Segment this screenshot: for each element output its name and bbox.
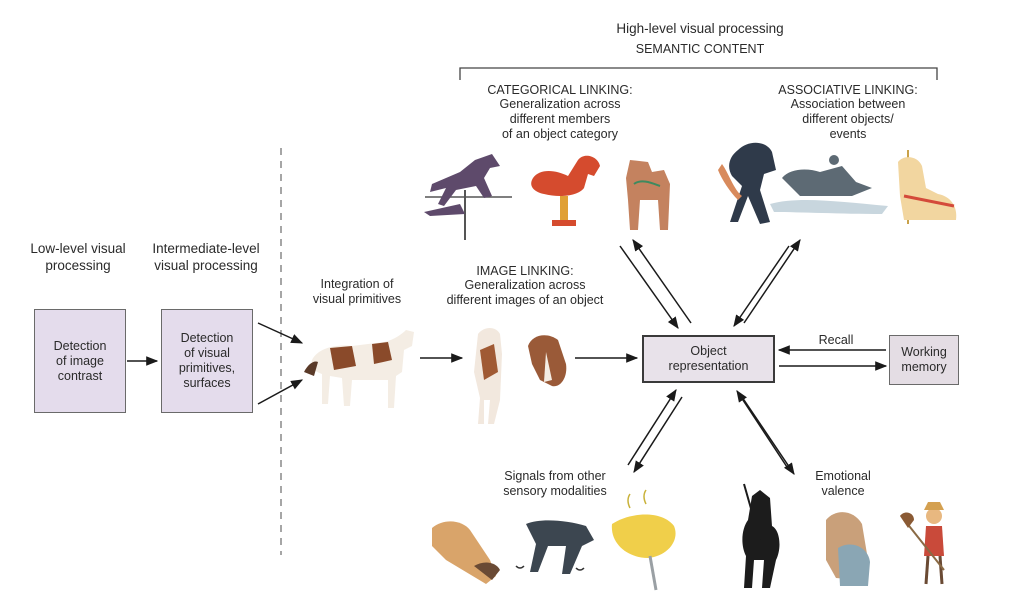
emotional-label: Emotional valence — [815, 469, 871, 498]
hay-fork-icon — [611, 489, 676, 591]
girl-hugging-horse-icon — [826, 512, 870, 586]
low-level-label: Low-level visual processing — [30, 241, 126, 273]
associative-linking-title: ASSOCIATIVE LINKING: — [778, 83, 918, 97]
image-linking-title: IMAGE LINKING: — [476, 264, 574, 278]
carousel-horse-icon — [898, 150, 957, 224]
knight-silhouette-icon — [742, 483, 780, 588]
integration-label: Integration of visual primitives — [312, 277, 402, 306]
categorical-linking-title: CATEGORICAL LINKING: — [487, 83, 633, 97]
arrow-object-to-emotional — [741, 396, 795, 475]
spring-rocking-horse-icon — [531, 155, 600, 226]
recall-label: Recall — [818, 333, 854, 347]
working-memory-box: Working memory — [889, 335, 959, 385]
intermediate-level-label: Intermediate-level visual processing — [152, 241, 260, 273]
horse-weathervane-icon — [424, 154, 512, 240]
arrow-emotional-to-object — [736, 389, 788, 468]
signals-label: Signals from other sensory modalities — [503, 469, 607, 498]
dala-horse-icon — [626, 160, 670, 230]
arrow-signals-to-object — [627, 388, 677, 466]
arrow-categorical-to-object — [619, 245, 679, 329]
arrow-object-to-signals — [633, 396, 683, 474]
categorical-linking-desc: Generalization across different members … — [499, 97, 621, 141]
image-linking-desc: Generalization across different images o… — [446, 278, 604, 307]
child-hobby-horse-icon — [900, 502, 945, 585]
semantic-bracket — [459, 67, 938, 80]
rearing-horse-rider-icon — [718, 142, 776, 224]
horse-front-icon — [474, 328, 502, 424]
horse-nuzzle-icon — [432, 521, 500, 584]
pinto-horse-icon — [304, 330, 414, 408]
arrow-object-to-associative — [743, 239, 801, 324]
horse-head-icon — [528, 335, 567, 387]
associative-linking-desc: Association between different objects/ e… — [790, 97, 906, 141]
header-subtitle: SEMANTIC CONTENT — [635, 42, 765, 56]
object-representation-box: Object representation — [642, 335, 775, 383]
header-title: High-level visual processing — [616, 21, 784, 36]
swimming-horse-icon — [770, 155, 888, 214]
arrow-object-to-categorical — [632, 239, 692, 324]
galloping-hooves-icon — [515, 520, 594, 574]
detection-primitives-box: Detection of visual primitives, surfaces — [161, 309, 253, 413]
arrow-primitives-to-integration-lower — [257, 379, 304, 405]
detection-contrast-box: Detection of image contrast — [34, 309, 126, 413]
arrow-primitives-to-integration-upper — [257, 322, 304, 344]
arrow-associative-to-object — [733, 245, 790, 327]
